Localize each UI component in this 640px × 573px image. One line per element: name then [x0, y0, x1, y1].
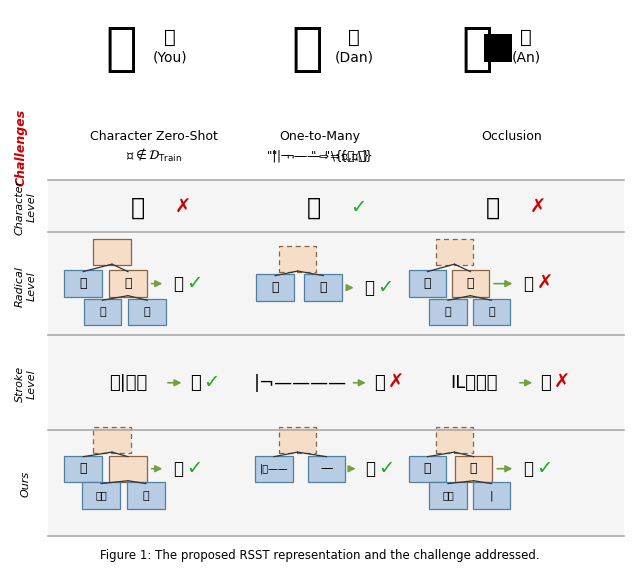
Text: 一: 一	[319, 281, 327, 294]
Text: 口: 口	[467, 277, 474, 290]
Text: 优: 优	[173, 274, 183, 293]
Text: 、: 、	[143, 490, 149, 501]
Text: 旦: 旦	[364, 278, 374, 297]
Text: 旦: 旦	[307, 195, 321, 219]
FancyBboxPatch shape	[279, 246, 317, 272]
FancyBboxPatch shape	[473, 299, 511, 325]
FancyBboxPatch shape	[127, 482, 165, 509]
Text: Figure 1: The proposed RSST representation and the challenge addressed.: Figure 1: The proposed RSST representati…	[100, 550, 540, 562]
Bar	[48, 430, 624, 536]
Text: |: |	[490, 490, 493, 501]
Text: ✓: ✓	[186, 274, 202, 293]
Text: (Dan): (Dan)	[335, 50, 373, 64]
FancyBboxPatch shape	[409, 270, 447, 297]
FancyBboxPatch shape	[109, 270, 147, 297]
Text: 旦: 旦	[348, 28, 360, 47]
Text: |「——: |「——	[260, 464, 288, 474]
FancyBboxPatch shape	[429, 299, 467, 325]
Text: ✗: ✗	[554, 373, 570, 393]
Text: ✗: ✗	[537, 274, 554, 293]
Text: ✓: ✓	[203, 373, 220, 393]
Text: 旦: 旦	[365, 460, 375, 478]
Text: ✓: ✓	[378, 459, 394, 478]
Text: ✓: ✓	[350, 198, 367, 217]
Text: ✓: ✓	[377, 278, 394, 297]
Text: 山: 山	[424, 277, 431, 290]
Text: |¬————: |¬————	[254, 374, 348, 392]
Text: 优: 优	[173, 460, 183, 478]
Text: 一ノ: 一ノ	[442, 490, 454, 501]
Text: ✓: ✓	[186, 459, 202, 478]
FancyBboxPatch shape	[279, 427, 317, 453]
Bar	[484, 34, 512, 62]
Text: 旦: 旦	[291, 23, 323, 74]
Bar	[48, 335, 624, 430]
FancyBboxPatch shape	[84, 299, 122, 325]
Text: 岸: 岸	[523, 460, 533, 478]
Text: ✓: ✓	[536, 459, 552, 478]
Text: 川: 川	[79, 462, 87, 475]
Text: Occlusion: Occlusion	[482, 130, 542, 143]
FancyBboxPatch shape	[305, 274, 342, 301]
Text: (You): (You)	[152, 50, 187, 64]
Text: 岸: 岸	[461, 23, 493, 74]
Text: ✗: ✗	[387, 373, 404, 393]
Text: (An): (An)	[511, 50, 541, 64]
FancyBboxPatch shape	[65, 456, 102, 482]
FancyBboxPatch shape	[109, 456, 147, 482]
Text: 挤: 挤	[131, 195, 145, 219]
Text: 吃: 吃	[541, 374, 551, 392]
FancyBboxPatch shape	[65, 270, 102, 297]
FancyBboxPatch shape	[255, 456, 292, 482]
FancyBboxPatch shape	[93, 239, 131, 265]
FancyBboxPatch shape	[455, 456, 493, 482]
FancyBboxPatch shape	[429, 482, 467, 509]
Text: ✗: ✗	[174, 198, 191, 217]
Text: Challenges: Challenges	[15, 109, 28, 186]
Text: 一几: 一几	[95, 490, 107, 501]
Text: 优: 优	[164, 28, 175, 47]
Text: 炭: 炭	[523, 274, 533, 293]
Text: 优: 优	[190, 374, 200, 392]
Text: 广: 广	[445, 307, 451, 317]
Text: ✗: ✗	[529, 198, 546, 217]
Text: イ: イ	[79, 277, 87, 290]
Text: 目: 目	[374, 374, 385, 392]
Text: 火: 火	[488, 307, 495, 317]
Text: 川: 川	[424, 462, 431, 475]
FancyBboxPatch shape	[473, 482, 511, 509]
Text: 岸: 岸	[520, 28, 532, 47]
Text: 岚: 岚	[486, 195, 500, 219]
Text: Ours: Ours	[20, 471, 31, 497]
Text: —: —	[320, 462, 333, 475]
FancyBboxPatch shape	[83, 482, 120, 509]
Text: "$|\ \neg\ \text{---}$"$\Rightarrow$\{目,旦\}: "$|\ \neg\ \text{---}$"$\Rightarrow$\{目,…	[271, 148, 369, 164]
Text: 优: 优	[106, 23, 138, 74]
Bar	[48, 180, 624, 232]
Text: Character
Level: Character Level	[15, 180, 36, 235]
FancyBboxPatch shape	[256, 274, 294, 301]
FancyBboxPatch shape	[93, 427, 131, 453]
Text: 日: 日	[271, 281, 279, 294]
Text: Stroke
Level: Stroke Level	[15, 366, 36, 402]
Text: 、: 、	[144, 307, 150, 317]
FancyBboxPatch shape	[307, 456, 346, 482]
Text: Character Zero-Shot: Character Zero-Shot	[90, 130, 218, 143]
Text: 口: 口	[470, 462, 477, 475]
Text: 口: 口	[124, 277, 132, 290]
FancyBboxPatch shape	[435, 427, 474, 453]
Bar	[48, 232, 624, 335]
Text: One-to-Many: One-to-Many	[280, 130, 360, 143]
Text: ILリーし: ILリーし	[450, 374, 497, 392]
FancyBboxPatch shape	[452, 270, 489, 297]
Text: Radical
Level: Radical Level	[15, 266, 36, 307]
Text: $\mathit{优} \notin \mathcal{D}_{\mathrm{Train}}$: $\mathit{优} \notin \mathcal{D}_{\mathrm{…	[125, 147, 182, 164]
Text: ノ|ーし: ノ|ーし	[109, 374, 147, 392]
FancyBboxPatch shape	[409, 456, 447, 482]
FancyBboxPatch shape	[128, 299, 166, 325]
FancyBboxPatch shape	[435, 239, 474, 265]
Text: "| ¬ — — "⇒{目,旦}: "| ¬ — — "⇒{目,旦}	[267, 150, 373, 162]
Text: 尢: 尢	[99, 307, 106, 317]
